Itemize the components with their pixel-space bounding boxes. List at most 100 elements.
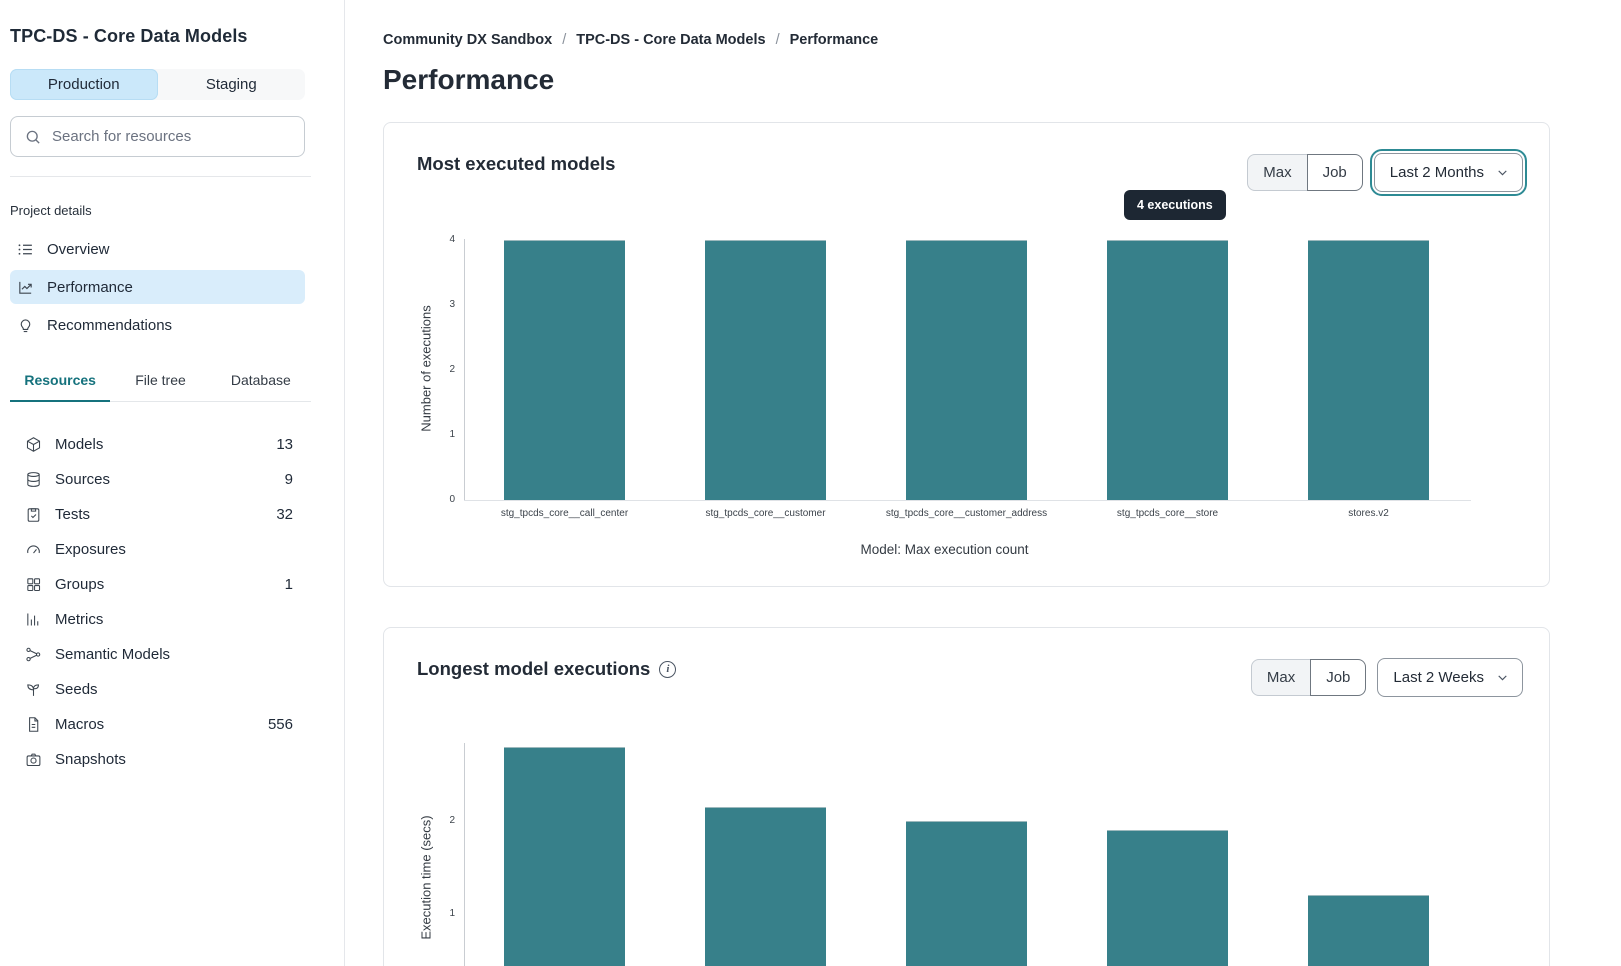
sidebar-item-label: Recommendations: [47, 316, 173, 334]
y-tick-label: 2: [449, 815, 455, 826]
resource-label: Seeds: [55, 681, 98, 698]
search-icon: [26, 130, 40, 144]
time-range-value: Last 2 Weeks: [1393, 669, 1484, 686]
bar[interactable]: [1308, 895, 1429, 966]
bar[interactable]: [1107, 830, 1228, 966]
max-job-toggle: Max Job: [1250, 659, 1367, 696]
x-tick-label: stg_tpcds_core__customer: [705, 508, 826, 519]
chevron-down-icon: [1498, 675, 1507, 681]
search-box: [10, 116, 305, 157]
y-tick-label: 4: [449, 234, 455, 245]
resource-row-semantic-models[interactable]: Semantic Models: [10, 637, 311, 672]
max-job-toggle: Max Job: [1247, 154, 1363, 191]
resource-count: 1: [284, 576, 293, 593]
resource-label: Macros: [55, 716, 105, 733]
y-axis-title: Number of executions: [418, 305, 434, 432]
resource-row-exposures[interactable]: Exposures: [10, 532, 311, 567]
tab-file-tree[interactable]: File tree: [135, 372, 186, 388]
sidebar: TPC-DS - Core Data Models Production Sta…: [0, 0, 345, 966]
bar[interactable]: [705, 240, 826, 500]
info-icon[interactable]: i: [659, 660, 677, 678]
env-production-button[interactable]: Production: [10, 69, 158, 100]
line-chart-icon: [17, 278, 35, 296]
x-tick-label: stg_tpcds_core__call_center: [500, 508, 629, 519]
lightbulb-icon: [17, 316, 35, 334]
project-details-label: Project details: [10, 203, 92, 218]
resource-label: Models: [55, 436, 104, 453]
breadcrumb-current: Performance: [789, 32, 879, 48]
bar[interactable]: [504, 747, 625, 966]
resource-count: 556: [267, 716, 293, 733]
chevron-down-icon: [1498, 170, 1507, 176]
resource-row-tests[interactable]: Tests 32: [10, 497, 311, 532]
resource-label: Exposures: [55, 541, 126, 558]
resource-count: 13: [276, 436, 293, 453]
y-axis-line: [464, 743, 465, 966]
document-icon: [25, 716, 42, 733]
page-title: Performance: [383, 64, 555, 95]
resource-row-sources[interactable]: Sources 9: [10, 462, 311, 497]
x-tick-label: stores.v2: [1348, 508, 1389, 519]
resource-row-macros[interactable]: Macros 556: [10, 707, 311, 742]
tab-resources[interactable]: Resources: [10, 372, 111, 402]
card-title: Most executed models: [417, 153, 616, 174]
max-button[interactable]: Max: [1250, 659, 1312, 696]
longest-model-executions-card: Longest model executions i Max Job Last …: [383, 627, 1550, 966]
breadcrumb-link-account[interactable]: Community DX Sandbox: [383, 32, 553, 48]
x-tick-label: stg_tpcds_core__store: [1116, 508, 1219, 519]
grid-icon: [25, 576, 42, 593]
resource-list: Models 13 Sources 9 Tests 32 Exposures: [10, 427, 311, 777]
y-tick-label: 1: [449, 908, 455, 919]
y-axis-title: Execution time (secs): [418, 815, 434, 940]
sidebar-divider: [10, 176, 311, 177]
list-icon: [17, 240, 35, 258]
time-range-dropdown[interactable]: Last 2 Weeks: [1377, 658, 1523, 697]
sidebar-item-performance[interactable]: Performance: [10, 270, 305, 304]
breadcrumb-link-project[interactable]: TPC-DS - Core Data Models: [576, 32, 766, 48]
bar[interactable]: [1107, 240, 1228, 500]
longest-model-executions-chart: 1 2 Execution time (secs): [384, 628, 1549, 966]
resource-row-snapshots[interactable]: Snapshots: [10, 742, 311, 777]
max-button[interactable]: Max: [1247, 154, 1308, 191]
resource-row-seeds[interactable]: Seeds: [10, 672, 311, 707]
main-content: Community DX Sandbox / TPC-DS - Core Dat…: [345, 0, 1621, 966]
environment-toggle: Production Staging: [10, 69, 305, 100]
y-tick-label: 0: [449, 494, 455, 505]
breadcrumb-separator: /: [775, 32, 780, 48]
resource-count: 9: [284, 471, 293, 488]
resource-label: Tests: [55, 506, 91, 523]
tab-database[interactable]: Database: [230, 372, 291, 388]
env-staging-button[interactable]: Staging: [205, 76, 257, 93]
bar[interactable]: [1308, 240, 1429, 500]
time-range-dropdown[interactable]: Last 2 Months: [1369, 149, 1528, 196]
sidebar-item-label: Performance: [47, 278, 133, 296]
job-button[interactable]: Job: [1306, 154, 1363, 191]
bar[interactable]: [906, 240, 1027, 500]
bar[interactable]: [705, 807, 826, 966]
resource-label: Snapshots: [55, 751, 126, 768]
project-title: TPC-DS - Core Data Models: [10, 26, 248, 46]
breadcrumb: Community DX Sandbox / TPC-DS - Core Dat…: [383, 32, 1583, 48]
resource-count: 32: [276, 506, 293, 523]
resource-row-metrics[interactable]: Metrics: [10, 602, 311, 637]
x-axis-title: Model: Max execution count: [860, 542, 1029, 557]
resource-row-models[interactable]: Models 13: [10, 427, 311, 462]
bar-chart-icon: [25, 611, 42, 628]
sidebar-item-overview[interactable]: Overview: [10, 232, 305, 266]
sidebar-item-label: Overview: [47, 240, 110, 258]
search-input[interactable]: [11, 117, 304, 156]
project-nav: Overview Performance Recommendations: [10, 232, 311, 342]
gauge-icon: [25, 541, 42, 558]
chart-controls: Max Job Last 2 Months: [1247, 149, 1528, 196]
resource-label: Groups: [55, 576, 105, 593]
resource-row-groups[interactable]: Groups 1: [10, 567, 311, 602]
cube-icon: [25, 436, 42, 453]
network-icon: [25, 646, 42, 663]
sidebar-item-recommendations[interactable]: Recommendations: [10, 308, 305, 342]
y-tick-label: 1: [449, 429, 455, 440]
bar[interactable]: [906, 821, 1027, 966]
job-button[interactable]: Job: [1310, 659, 1367, 696]
camera-icon: [25, 751, 42, 768]
bar[interactable]: [504, 240, 625, 500]
x-axis-line: [464, 500, 1471, 501]
